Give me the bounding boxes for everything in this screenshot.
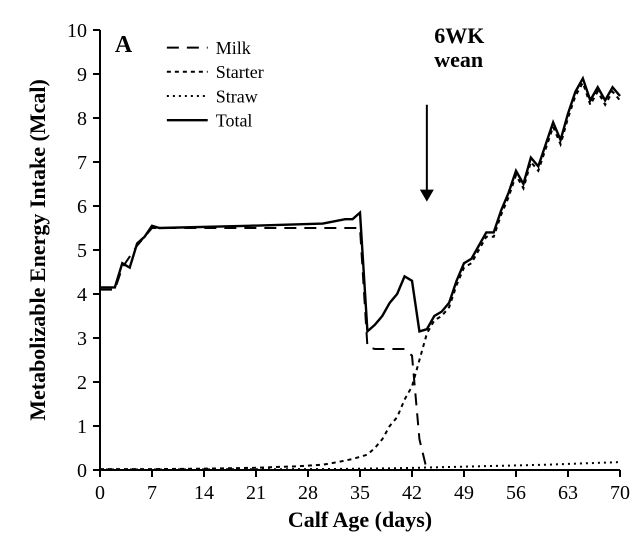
legend-label: Total bbox=[216, 111, 253, 131]
annotation-text: 6WK bbox=[434, 23, 484, 48]
x-tick-label: 14 bbox=[194, 482, 214, 504]
x-tick-label: 63 bbox=[558, 482, 578, 504]
annotation-text: wean bbox=[434, 47, 483, 72]
chart-container: { "chart": { "type": "line", "width": 64… bbox=[0, 0, 644, 550]
y-tick-label: 0 bbox=[77, 460, 87, 482]
y-axis-label: Metabolizable Energy Intake (Mcal) bbox=[25, 79, 50, 421]
plot-bg bbox=[0, 0, 644, 550]
x-tick-label: 28 bbox=[298, 482, 318, 504]
x-tick-label: 42 bbox=[402, 482, 422, 504]
x-tick-label: 7 bbox=[147, 482, 157, 504]
legend-label: Starter bbox=[216, 62, 264, 82]
x-tick-label: 49 bbox=[454, 482, 474, 504]
x-tick-label: 56 bbox=[506, 482, 526, 504]
x-tick-label: 70 bbox=[610, 482, 630, 504]
y-tick-label: 9 bbox=[77, 64, 87, 86]
x-tick-label: 35 bbox=[350, 482, 370, 504]
y-tick-label: 4 bbox=[77, 284, 87, 306]
x-axis-label: Calf Age (days) bbox=[288, 507, 432, 532]
legend-label: Straw bbox=[216, 86, 258, 106]
y-tick-label: 10 bbox=[67, 20, 87, 42]
y-tick-label: 1 bbox=[77, 416, 87, 438]
y-tick-label: 6 bbox=[77, 196, 87, 218]
y-tick-label: 7 bbox=[77, 152, 87, 174]
y-tick-label: 5 bbox=[77, 240, 87, 262]
chart-svg: 07142128354249566370012345678910Calf Age… bbox=[0, 0, 644, 550]
y-tick-label: 3 bbox=[77, 328, 87, 350]
y-tick-label: 8 bbox=[77, 108, 87, 130]
panel-label: A bbox=[115, 32, 133, 58]
x-tick-label: 21 bbox=[246, 482, 266, 504]
x-tick-label: 0 bbox=[95, 482, 105, 504]
y-tick-label: 2 bbox=[77, 372, 87, 394]
legend-label: Milk bbox=[216, 38, 251, 58]
